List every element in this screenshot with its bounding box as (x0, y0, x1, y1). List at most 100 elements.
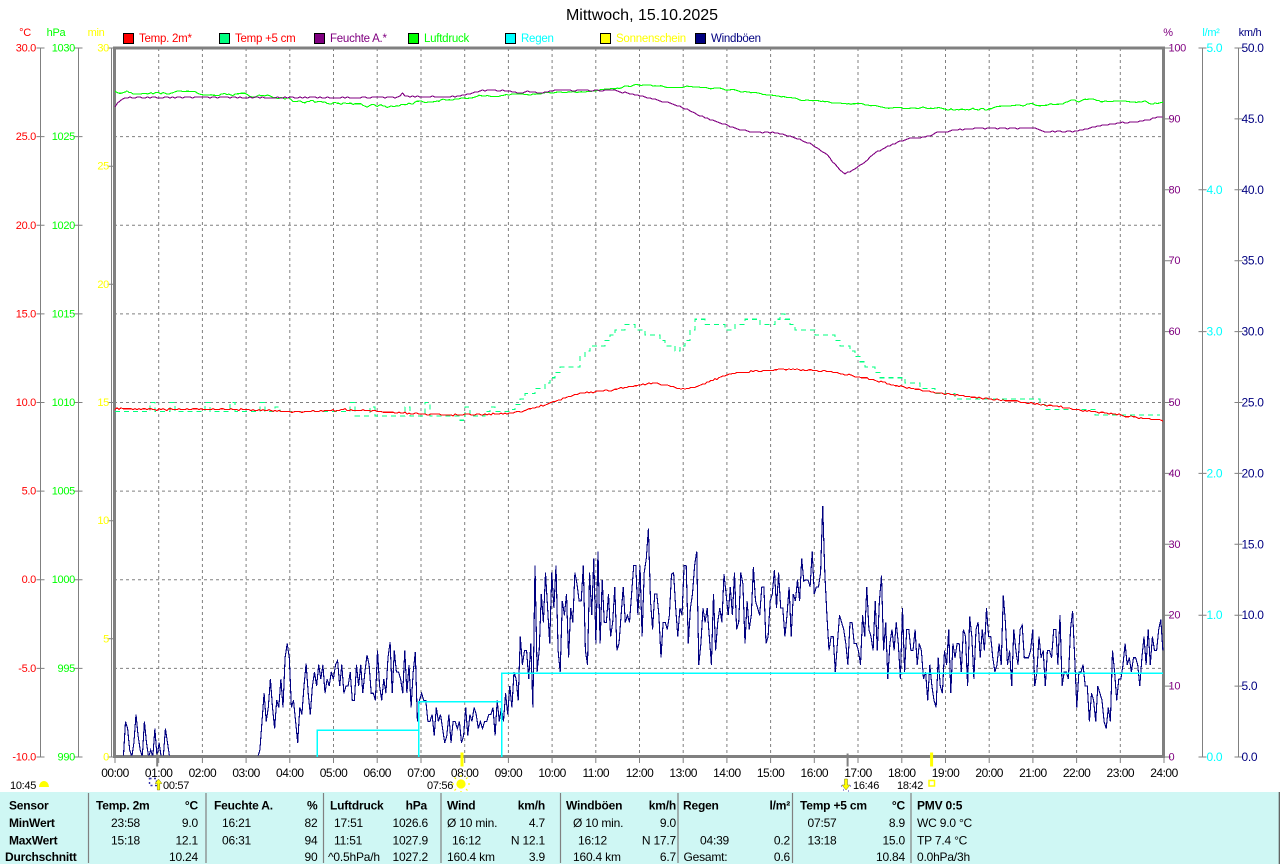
svg-text:0.0: 0.0 (1242, 750, 1258, 764)
svg-text:16:46: 16:46 (853, 780, 879, 792)
svg-text:20.0: 20.0 (1242, 466, 1265, 480)
svg-text:1010: 1010 (52, 397, 75, 409)
svg-text:08:00: 08:00 (451, 766, 479, 780)
svg-text:2.0: 2.0 (1207, 466, 1223, 480)
svg-text:Durchschnitt: Durchschnitt (5, 850, 77, 864)
svg-text:16:12: 16:12 (452, 834, 482, 848)
svg-text:1025: 1025 (52, 131, 75, 143)
svg-text:20:00: 20:00 (975, 766, 1003, 780)
svg-text:0.0hPa/3h: 0.0hPa/3h (917, 850, 970, 864)
svg-text:40: 40 (1169, 468, 1181, 480)
svg-text:4.0: 4.0 (1207, 183, 1223, 197)
svg-text:5.0: 5.0 (1207, 41, 1223, 55)
svg-text:25: 25 (97, 161, 109, 173)
svg-text:l/m²: l/m² (1202, 27, 1220, 39)
svg-text:30.0: 30.0 (16, 43, 36, 55)
svg-text:0.6: 0.6 (774, 850, 791, 864)
svg-text:20.0: 20.0 (16, 220, 36, 232)
svg-text:01:00: 01:00 (145, 766, 173, 780)
svg-text:06:31: 06:31 (222, 834, 252, 848)
svg-text:10.0: 10.0 (1242, 608, 1265, 622)
svg-text:Feuchte A.*: Feuchte A.* (330, 33, 387, 45)
svg-text:10.0: 10.0 (16, 397, 36, 409)
svg-text:30.0: 30.0 (1242, 325, 1265, 339)
svg-text:23:58: 23:58 (111, 816, 141, 830)
svg-text:1026.6: 1026.6 (392, 816, 428, 830)
svg-text:10:45: 10:45 (10, 780, 36, 792)
svg-text:60: 60 (1169, 326, 1181, 338)
svg-text:hPa: hPa (47, 27, 67, 39)
svg-text:82: 82 (305, 816, 318, 830)
svg-text:14:00: 14:00 (713, 766, 741, 780)
svg-text:11:51: 11:51 (334, 834, 363, 848)
svg-text:0.2: 0.2 (774, 834, 791, 848)
svg-text:°C: °C (185, 799, 199, 813)
svg-text:70: 70 (1169, 255, 1181, 267)
svg-text:l/m²: l/m² (769, 799, 790, 813)
svg-text:23:00: 23:00 (1107, 766, 1135, 780)
svg-text:0.0: 0.0 (1207, 750, 1223, 764)
svg-text:160.4 km: 160.4 km (573, 850, 621, 864)
svg-text:15: 15 (97, 397, 109, 409)
svg-text:11:00: 11:00 (582, 766, 609, 780)
svg-text:30: 30 (1169, 539, 1181, 551)
svg-text:10.24: 10.24 (169, 850, 199, 864)
svg-text:Temp +5 cm: Temp +5 cm (235, 33, 295, 45)
svg-text:0: 0 (1169, 752, 1175, 764)
svg-text:%: % (307, 799, 318, 813)
svg-text:0: 0 (103, 752, 109, 764)
svg-text:04:39: 04:39 (700, 834, 730, 848)
svg-text:4.7: 4.7 (529, 816, 546, 830)
svg-text:TP 7.4 °C: TP 7.4 °C (917, 834, 968, 848)
svg-text:1030: 1030 (52, 43, 75, 55)
svg-text:1015: 1015 (52, 308, 75, 320)
svg-text:16:00: 16:00 (801, 766, 829, 780)
svg-text:Wind: Wind (447, 799, 475, 813)
svg-text:0.0: 0.0 (22, 574, 37, 586)
svg-text:13:18: 13:18 (808, 834, 838, 848)
svg-text:°C: °C (19, 27, 31, 39)
svg-text:22:00: 22:00 (1063, 766, 1091, 780)
svg-text:km/h: km/h (518, 799, 545, 813)
svg-text:13:00: 13:00 (669, 766, 697, 780)
svg-text:12.1: 12.1 (175, 834, 198, 848)
svg-text:18:42: 18:42 (897, 780, 923, 792)
svg-text:5.0: 5.0 (1242, 679, 1258, 693)
svg-text:07:57: 07:57 (808, 816, 838, 830)
svg-text:20: 20 (97, 279, 109, 291)
svg-text:90: 90 (1169, 113, 1181, 125)
svg-text:Windböen: Windböen (566, 799, 622, 813)
svg-text:Temp +5 cm: Temp +5 cm (800, 799, 867, 813)
svg-text:Temp. 2m: Temp. 2m (96, 799, 150, 813)
svg-text:-5.0: -5.0 (18, 663, 36, 675)
svg-text:3.0: 3.0 (1207, 325, 1223, 339)
svg-text:min: min (88, 27, 105, 39)
svg-text:Luftdruck: Luftdruck (424, 33, 470, 45)
svg-text:09:00: 09:00 (495, 766, 523, 780)
svg-text:8.9: 8.9 (889, 816, 906, 830)
svg-text:02:00: 02:00 (189, 766, 217, 780)
svg-text:50.0: 50.0 (1242, 41, 1265, 55)
svg-text:00:00: 00:00 (101, 766, 129, 780)
svg-text:17:00: 17:00 (844, 766, 872, 780)
svg-text:07:00: 07:00 (407, 766, 435, 780)
svg-text:Sensor: Sensor (9, 799, 49, 813)
svg-text:N 12.1: N 12.1 (511, 834, 546, 848)
svg-text:Mittwoch, 15.10.2025: Mittwoch, 15.10.2025 (566, 7, 718, 24)
svg-text:15.0: 15.0 (16, 308, 36, 320)
svg-text:90: 90 (305, 850, 318, 864)
svg-text:16:12: 16:12 (578, 834, 608, 848)
svg-text:10.84: 10.84 (876, 850, 906, 864)
svg-text:MaxWert: MaxWert (9, 834, 58, 848)
svg-text:10:00: 10:00 (538, 766, 566, 780)
svg-text:Gesamt:: Gesamt: (684, 850, 728, 864)
svg-text:1027.2: 1027.2 (392, 850, 428, 864)
svg-text:15:00: 15:00 (757, 766, 785, 780)
svg-text:100: 100 (1169, 43, 1187, 55)
svg-text:9.0: 9.0 (660, 816, 677, 830)
svg-text:45.0: 45.0 (1242, 112, 1265, 126)
svg-text:20: 20 (1169, 610, 1181, 622)
svg-text:km/h: km/h (649, 799, 676, 813)
svg-text:25.0: 25.0 (1242, 396, 1265, 410)
svg-text:5: 5 (103, 633, 109, 645)
